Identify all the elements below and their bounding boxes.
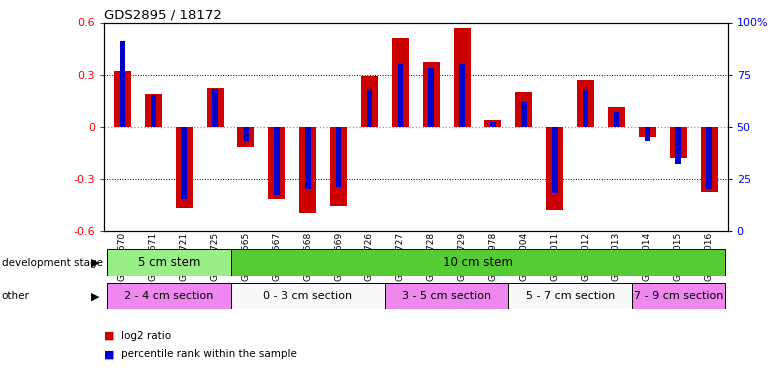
Bar — [361, 76, 378, 127]
Bar — [237, 127, 254, 147]
Bar — [274, 127, 280, 195]
Bar — [670, 127, 687, 158]
Bar — [107, 283, 230, 309]
Text: 7 - 9 cm section: 7 - 9 cm section — [634, 291, 723, 301]
Bar — [145, 94, 162, 127]
Bar — [454, 28, 470, 127]
Bar — [546, 127, 563, 210]
Bar — [176, 127, 192, 208]
Text: 0 - 3 cm section: 0 - 3 cm section — [263, 291, 353, 301]
Bar — [701, 127, 718, 192]
Bar — [583, 89, 588, 127]
Bar — [608, 108, 625, 127]
Bar — [460, 64, 465, 127]
Bar — [392, 38, 409, 127]
Bar — [182, 127, 187, 200]
Bar — [632, 283, 725, 309]
Bar — [706, 127, 712, 189]
Bar — [367, 89, 372, 127]
Text: 10 cm stem: 10 cm stem — [443, 256, 513, 269]
Bar — [336, 127, 341, 187]
Text: percentile rank within the sample: percentile rank within the sample — [121, 350, 296, 359]
Bar — [397, 64, 403, 127]
Text: 2 - 4 cm section: 2 - 4 cm section — [124, 291, 213, 301]
Text: log2 ratio: log2 ratio — [121, 331, 171, 340]
Bar — [490, 122, 496, 127]
Bar — [230, 283, 385, 309]
Text: other: other — [2, 291, 29, 301]
Bar — [552, 127, 557, 193]
Bar — [423, 62, 440, 127]
Bar — [508, 283, 632, 309]
Bar — [151, 95, 156, 127]
Bar — [230, 249, 725, 276]
Bar — [213, 89, 218, 127]
Text: 5 cm stem: 5 cm stem — [138, 256, 200, 269]
Bar — [484, 120, 501, 127]
Bar — [300, 127, 316, 213]
Bar — [639, 127, 656, 137]
Bar — [578, 80, 594, 127]
Bar — [675, 127, 681, 164]
Bar — [243, 127, 249, 141]
Bar — [521, 102, 527, 127]
Bar — [269, 127, 286, 200]
Bar — [644, 127, 650, 141]
Bar — [428, 68, 434, 127]
Bar — [614, 112, 619, 127]
Bar — [107, 249, 230, 276]
Text: 5 - 7 cm section: 5 - 7 cm section — [526, 291, 614, 301]
Bar — [114, 71, 131, 127]
Bar — [515, 92, 532, 127]
Text: ■: ■ — [104, 331, 115, 340]
Text: ▶: ▶ — [91, 291, 99, 301]
Text: GDS2895 / 18172: GDS2895 / 18172 — [104, 8, 222, 21]
Bar — [206, 88, 223, 127]
Text: 3 - 5 cm section: 3 - 5 cm section — [402, 291, 491, 301]
Text: ▶: ▶ — [91, 258, 99, 267]
Text: development stage: development stage — [2, 258, 102, 267]
Text: ■: ■ — [104, 350, 115, 359]
Bar — [330, 127, 347, 206]
Bar — [385, 283, 508, 309]
Bar — [119, 41, 126, 127]
Bar — [305, 127, 310, 189]
